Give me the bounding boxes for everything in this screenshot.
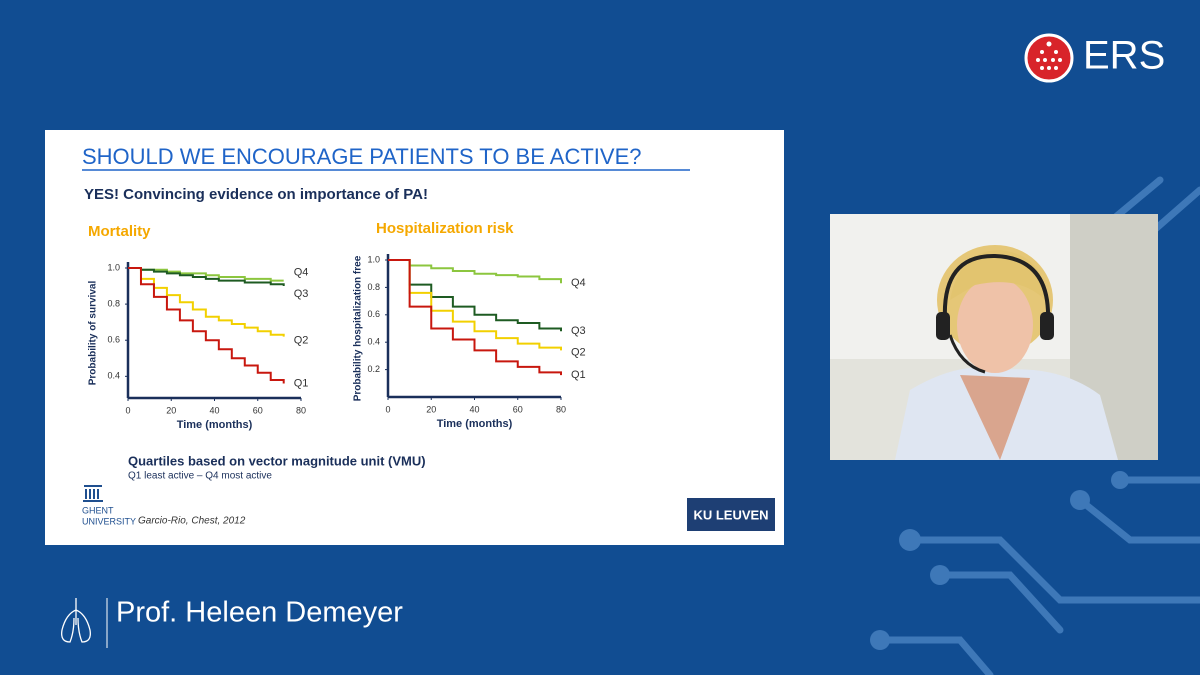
series-label: Q3 [294, 288, 309, 300]
speaker-name: Prof. Heleen Demeyer [116, 597, 403, 629]
x-tick-label: 20 [166, 405, 176, 415]
survival-curve [128, 267, 285, 287]
survival-curve [388, 259, 562, 351]
x-tick-label: 0 [125, 405, 130, 415]
x-tick-label: 0 [385, 404, 390, 414]
lungs-icon [61, 598, 91, 643]
citation: Garcio-Rio, Chest, 2012 [138, 516, 246, 527]
ers-logo-mark [1024, 33, 1074, 83]
y-axis-label: Probability of survival [88, 281, 99, 386]
chart-title: Mortality [88, 223, 151, 240]
chart-title: Hospitalization risk [376, 220, 514, 237]
x-tick-label: 60 [253, 405, 263, 415]
survival-curve [128, 267, 284, 282]
y-tick-label: 0.4 [107, 371, 120, 381]
x-tick-label: 40 [209, 405, 219, 415]
ku-leuven-text: KU LEUVEN [693, 507, 768, 522]
y-tick-label: 0.4 [367, 337, 380, 347]
slide [45, 130, 784, 545]
note-title: Quartiles based on vector magnitude unit… [128, 453, 426, 468]
speaker-video [830, 214, 1158, 460]
slide-title: SHOULD WE ENCOURAGE PATIENTS TO BE ACTIV… [82, 144, 642, 169]
x-tick-label: 80 [296, 405, 306, 415]
ers-logo-dots [1036, 41, 1062, 70]
y-tick-label: 1.0 [367, 254, 380, 264]
y-tick-label: 0.2 [367, 364, 380, 374]
survival-curve [388, 259, 562, 284]
y-tick-label: 0.8 [107, 298, 120, 308]
series-label: Q3 [571, 325, 586, 337]
ghent-logo-line: UNIVERSITY [82, 516, 136, 526]
series-label: Q4 [294, 267, 309, 279]
survival-curve [388, 259, 562, 376]
y-tick-label: 0.8 [367, 282, 380, 292]
ghent-logo-mark [83, 485, 103, 502]
y-axis-label: Probability hospitalization free [353, 255, 364, 401]
series-label: Q4 [571, 277, 586, 289]
survival-curve [388, 259, 562, 332]
y-tick-label: 0.6 [107, 335, 120, 345]
note: Q1 least active – Q4 most active [128, 471, 272, 482]
survival-curve [128, 267, 285, 384]
series-label: Q1 [294, 377, 309, 389]
series-label: Q2 [571, 346, 586, 358]
x-tick-label: 20 [426, 404, 436, 414]
slide-subtitle: YES! Convincing evidence on importance o… [84, 186, 428, 203]
y-tick-label: 0.6 [367, 309, 380, 319]
ghent-logo-line: GHENT [82, 505, 114, 515]
ku-leuven-logo [687, 498, 775, 531]
x-tick-label: 80 [556, 404, 566, 414]
y-tick-label: 1.0 [107, 262, 120, 272]
x-tick-label: 60 [513, 404, 523, 414]
x-axis-label: Time (months) [177, 419, 253, 431]
x-axis-label: Time (months) [437, 418, 513, 430]
x-tick-label: 40 [469, 404, 479, 414]
series-label: Q2 [294, 335, 309, 347]
ers-logo-text: ERS [1083, 34, 1165, 78]
series-label: Q1 [571, 369, 586, 381]
